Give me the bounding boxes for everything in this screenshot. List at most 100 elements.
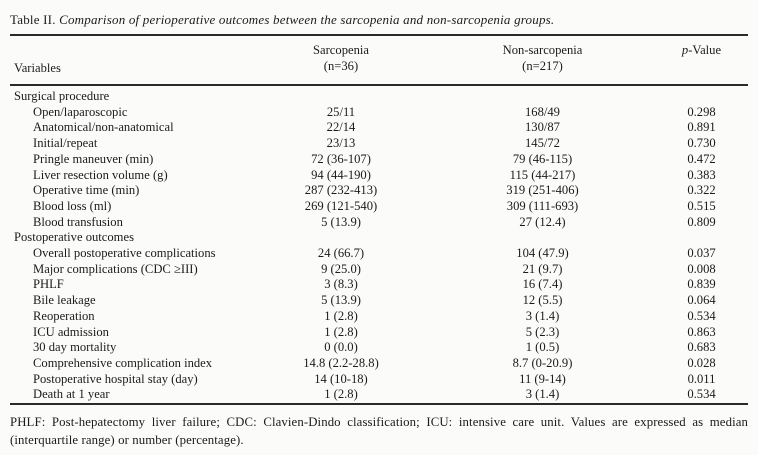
non-sarcopenia-value: 5 (2.3) (525, 324, 560, 339)
p-value-cell: 0.011 (687, 371, 716, 386)
table-row: Comprehensive complication index 14.8 (2.… (10, 356, 748, 372)
non-sarcopenia-value: 104 (47.9) (516, 246, 569, 261)
sarcopenia-value: 3 (8.3) (324, 277, 358, 292)
non-sarcopenia-value: 3 (1.4) (525, 308, 560, 323)
p-value-cell: 0.891 (687, 120, 716, 135)
p-value-cell: 0.730 (687, 136, 716, 151)
section-row: Surgical procedure (10, 85, 748, 105)
non-sarcopenia-value: 12 (5.5) (522, 293, 563, 308)
sarcopenia-value: 14 (10-18) (314, 371, 368, 386)
p-value-cell: 0.839 (687, 277, 716, 292)
table-number-label: Table II. (10, 12, 56, 27)
non-sarcopenia-value: 309 (111-693) (506, 198, 579, 213)
sarcopenia-value: 1 (2.8) (324, 387, 358, 402)
sarcopenia-value: 269 (121-540) (304, 198, 378, 213)
variable-label: ICU admission (33, 324, 109, 339)
table-row: Major complications (CDC ≥III) 9 (25.0) 21… (10, 262, 748, 278)
variable-label: Postoperative hospital stay (day) (33, 371, 198, 386)
section-label: Postoperative outcomes (14, 230, 134, 245)
column-header-p-value: p-Value (655, 35, 748, 86)
table-row: Postoperative hospital stay (day) 14 (10-… (10, 372, 748, 388)
variable-label: 30 day mortality (33, 340, 117, 355)
non-sarcopenia-value: 3 (1.4) (525, 387, 560, 402)
p-value-cell: 0.008 (687, 261, 716, 276)
table-body: Surgical procedure Open/laparoscopic 25/11… (10, 85, 748, 404)
table-caption: Comparison of perioperative outcomes bet… (59, 12, 555, 27)
non-sarcopenia-value: 8.7 (0-20.9) (512, 355, 573, 370)
sarcopenia-value: 5 (13.9) (321, 214, 361, 229)
variable-label: PHLF (33, 277, 64, 292)
non-sarcopenia-value: 168/49 (525, 104, 560, 119)
variable-label: Blood transfusion (33, 214, 123, 229)
table-row: ICU admission 1 (2.8) 5 (2.3) 0.863 (10, 325, 748, 341)
sarcopenia-value: 23/13 (326, 136, 356, 151)
variable-label: Comprehensive complication index (33, 355, 213, 370)
variable-label: Bile leakage (33, 293, 96, 308)
p-value-cell: 0.863 (687, 324, 716, 339)
table-row: Initial/repeat 23/13 145/72 0.730 (10, 136, 748, 152)
non-sarcopenia-value: 27 (12.4) (519, 214, 566, 229)
non-sarcopenia-value: 16 (7.4) (522, 277, 563, 292)
p-value-label-rest: -Value (688, 43, 722, 57)
non-sarcopenia-group-n: (n=217) (522, 59, 563, 73)
p-value-cell: 0.534 (687, 308, 716, 323)
sarcopenia-group-label: Sarcopenia (313, 43, 369, 57)
p-value-italic-p: p (681, 43, 689, 57)
header-row: Variables Sarcopenia (n=36) Non-sarcopen… (10, 35, 748, 86)
sarcopenia-value: 0 (0.0) (324, 340, 358, 355)
variable-label: Blood loss (ml) (33, 198, 112, 213)
sarcopenia-value: 287 (232-413) (304, 183, 378, 198)
non-sarcopenia-value: 79 (46-115) (512, 151, 573, 166)
non-sarcopenia-value: 11 (9-14) (519, 371, 566, 386)
p-value-cell: 0.472 (687, 151, 716, 166)
variable-label: Operative time (min) (33, 183, 140, 198)
p-value-cell: 0.683 (687, 340, 716, 355)
sarcopenia-value: 24 (66.7) (317, 246, 365, 261)
p-value-cell: 0.515 (687, 198, 716, 213)
section-label: Surgical procedure (14, 89, 110, 103)
non-sarcopenia-group-label: Non-sarcopenia (502, 43, 583, 57)
non-sarcopenia-value: 115 (44-217) (509, 167, 576, 182)
variable-label: Open/laparoscopic (33, 104, 128, 119)
table-row: 30 day mortality 0 (0.0) 1 (0.5) 0.683 (10, 340, 748, 356)
table-row: Blood loss (ml) 269 (121-540) 309 (111-693… (10, 199, 748, 215)
table-row: Overall postoperative complications 24 (6… (10, 246, 748, 262)
p-value-cell: 0.383 (687, 167, 716, 182)
table-row: Operative time (min) 287 (232-413) 319 (25… (10, 183, 748, 199)
non-sarcopenia-value: 21 (9.7) (522, 261, 563, 276)
column-header-variables: Variables (10, 35, 252, 86)
table-row: Reoperation 1 (2.8) 3 (1.4) 0.534 (10, 309, 748, 325)
table-row: Liver resection volume (g) 94 (44-190) 115… (10, 168, 748, 184)
p-value-cell: 0.037 (687, 246, 716, 261)
variable-label: Anatomical/non-anatomical (33, 120, 174, 135)
column-header-non-sarcopenia: Non-sarcopenia (n=217) (430, 35, 655, 86)
sarcopenia-value: 94 (44-190) (311, 167, 371, 182)
table-row: Pringle maneuver (min) 72 (36-107) 79 (46-… (10, 152, 748, 168)
table-row: Anatomical/non-anatomical 22/14 130/87 0.89… (10, 120, 748, 136)
p-value-cell: 0.534 (687, 387, 716, 402)
variable-label: Liver resection volume (g) (33, 167, 168, 182)
sarcopenia-value: 22/14 (326, 120, 356, 135)
sarcopenia-value: 14.8 (2.2-28.8) (303, 355, 379, 370)
table-row: Open/laparoscopic 25/11 168/49 0.298 (10, 105, 748, 121)
non-sarcopenia-value: 130/87 (525, 120, 560, 135)
sarcopenia-group-n: (n=36) (323, 59, 359, 73)
variable-label: Major complications (CDC ≥III) (33, 261, 198, 276)
section-row: Postoperative outcomes (10, 230, 748, 246)
table-row: PHLF 3 (8.3) 16 (7.4) 0.839 (10, 277, 748, 293)
variable-label: Death at 1 year (33, 387, 110, 402)
table-row: Blood transfusion 5 (13.9) 27 (12.4) 0.809 (10, 215, 748, 231)
sarcopenia-value: 1 (2.8) (324, 308, 358, 323)
sarcopenia-value: 9 (25.0) (321, 261, 361, 276)
p-value-cell: 0.064 (687, 293, 716, 308)
variable-label: Overall postoperative complications (33, 246, 216, 261)
sarcopenia-value: 72 (36-107) (311, 151, 371, 166)
p-value-cell: 0.322 (687, 183, 716, 198)
column-header-sarcopenia: Sarcopenia (n=36) (252, 35, 430, 86)
table-title: Table II. Comparison of perioperative ou… (10, 12, 748, 28)
sarcopenia-value: 1 (2.8) (324, 324, 358, 339)
table-row: Death at 1 year 1 (2.8) 3 (1.4) 0.534 (10, 387, 748, 404)
variable-label: Reoperation (33, 308, 95, 323)
table-header: Variables Sarcopenia (n=36) Non-sarcopen… (10, 35, 748, 86)
